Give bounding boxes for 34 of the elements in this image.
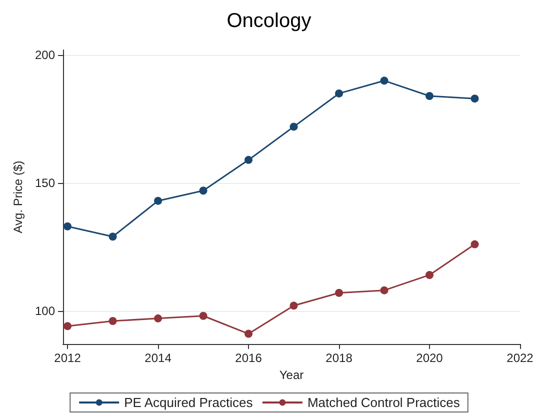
point bbox=[470, 94, 479, 103]
point bbox=[244, 156, 253, 164]
x-tick-label: 2022 bbox=[506, 351, 534, 365]
point bbox=[380, 286, 388, 294]
point bbox=[290, 122, 298, 131]
x-tick-label: 2020 bbox=[416, 351, 444, 365]
point bbox=[335, 89, 344, 98]
point bbox=[244, 330, 253, 338]
point bbox=[64, 222, 72, 230]
point bbox=[108, 316, 117, 325]
x-tick-label: 2012 bbox=[54, 351, 82, 365]
chart-title: Oncology bbox=[226, 10, 312, 32]
point bbox=[470, 240, 479, 248]
y-tick-label: 150 bbox=[34, 176, 56, 190]
y-tick-label: 100 bbox=[34, 304, 56, 318]
point bbox=[426, 92, 434, 100]
point bbox=[154, 314, 162, 322]
y-axis-title: Avg. Price ($) bbox=[11, 160, 26, 234]
point bbox=[64, 322, 72, 330]
point bbox=[154, 196, 162, 205]
point bbox=[199, 186, 208, 195]
point bbox=[199, 312, 208, 320]
x-tick-label: 2018 bbox=[326, 351, 353, 365]
legend-label: PE Acquired Practices bbox=[124, 395, 254, 410]
point bbox=[108, 232, 117, 241]
point bbox=[380, 76, 388, 85]
point bbox=[335, 288, 344, 297]
y-tick-label: 200 bbox=[34, 48, 56, 62]
point bbox=[426, 270, 434, 279]
x-tick-label: 2014 bbox=[144, 351, 172, 365]
point bbox=[290, 302, 298, 310]
x-axis-title: Year bbox=[279, 368, 304, 382]
legend-label: Matched Control Practices bbox=[307, 395, 460, 410]
x-tick-label: 2016 bbox=[235, 351, 262, 365]
